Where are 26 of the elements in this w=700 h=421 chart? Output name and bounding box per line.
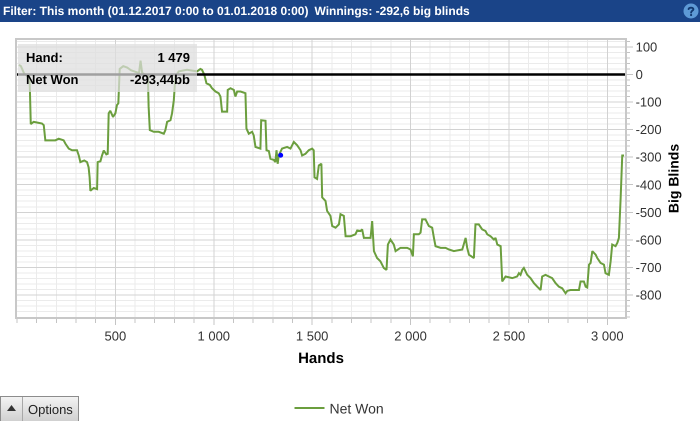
y-tick-label: -100 bbox=[636, 94, 662, 110]
x-tick-label: 3 000 bbox=[591, 328, 624, 344]
legend-label: Net Won bbox=[330, 400, 384, 416]
y-tick-label: -700 bbox=[636, 260, 662, 275]
y-tick-label: -300 bbox=[636, 150, 662, 165]
button: Options bbox=[0, 396, 79, 421]
y-tick-label: 100 bbox=[636, 39, 658, 54]
y-axis-title: Big Blinds bbox=[665, 144, 682, 214]
y-tick-label: -400 bbox=[636, 177, 662, 192]
annotation: 1 479 bbox=[157, 50, 190, 65]
y-tick-label: 0 bbox=[636, 67, 643, 82]
annotation: Hand: bbox=[26, 50, 63, 65]
annotation: Net Won bbox=[26, 72, 78, 87]
y-tick-label: -800 bbox=[636, 288, 662, 302]
x-tick-label: 1 500 bbox=[296, 328, 328, 344]
x-tick-label: 2 000 bbox=[394, 328, 427, 344]
chart-subtitle: Winnings: -292,6 big blinds bbox=[314, 4, 470, 18]
y-tick-label: -200 bbox=[636, 122, 662, 138]
chart-title: Filter: This month (01.12.2017 0:00 to 01.01.2018 0:00) bbox=[3, 4, 308, 18]
x-axis-title: Hands bbox=[298, 350, 344, 368]
x-tick-label: 2 500 bbox=[492, 328, 526, 344]
x-tick-label: 1 000 bbox=[197, 328, 230, 344]
y-tick-label: -600 bbox=[636, 232, 662, 248]
annotation: -293,44bb bbox=[130, 72, 190, 87]
x-tick-label: 500 bbox=[104, 328, 126, 344]
y-tick-label: -500 bbox=[636, 204, 662, 220]
